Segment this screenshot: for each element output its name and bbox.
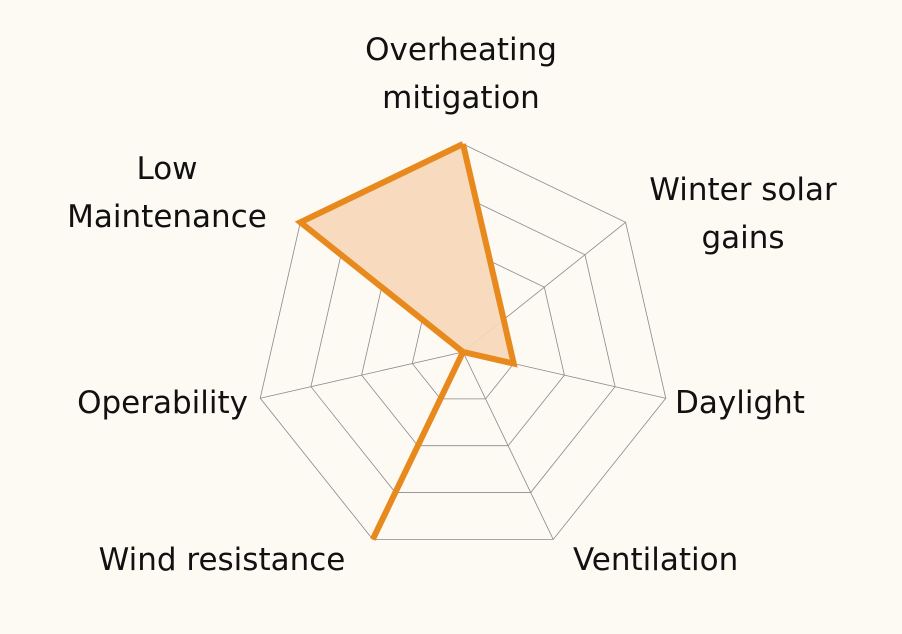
axis-label-operability: Operability	[77, 385, 248, 421]
grid-ring-3	[310, 195, 616, 493]
axis-label-winter-solar-gains: Winter solar gains	[649, 172, 837, 256]
axis-label-line: Maintenance	[67, 199, 267, 235]
grid-ring-2	[361, 247, 565, 447]
axis-label-line: Wind resistance	[99, 542, 346, 578]
axis-label-ventilation: Ventilation	[573, 542, 738, 578]
axis-label-line: Winter solar	[649, 172, 837, 208]
axis-label-line: Low	[136, 151, 197, 187]
series-line	[294, 141, 518, 541]
axis-label-line: Overheating	[365, 32, 557, 68]
axis-label-line: Daylight	[675, 385, 805, 421]
axis-label-line: Operability	[77, 385, 248, 421]
axis-labels: Overheating mitigation Winter solar gains Da…	[67, 32, 837, 578]
series-outline	[294, 141, 518, 541]
spoke-ventilation	[462, 351, 554, 540]
grid-ring-4	[259, 143, 667, 540]
axis-label-line: mitigation	[382, 80, 540, 116]
spoke-operability	[260, 351, 464, 399]
axis-label-line: Ventilation	[573, 542, 738, 578]
axis-label-line: gains	[701, 220, 784, 256]
series-fill	[300, 144, 514, 364]
axis-label-daylight: Daylight	[675, 385, 805, 421]
series-fill-wedge	[300, 144, 463, 352]
axis-label-low-maintenance: Low Maintenance	[67, 151, 267, 235]
axis-label-wind-resistance: Wind resistance	[99, 542, 346, 578]
axis-label-overheating-mitigation: Overheating mitigation	[365, 32, 557, 116]
